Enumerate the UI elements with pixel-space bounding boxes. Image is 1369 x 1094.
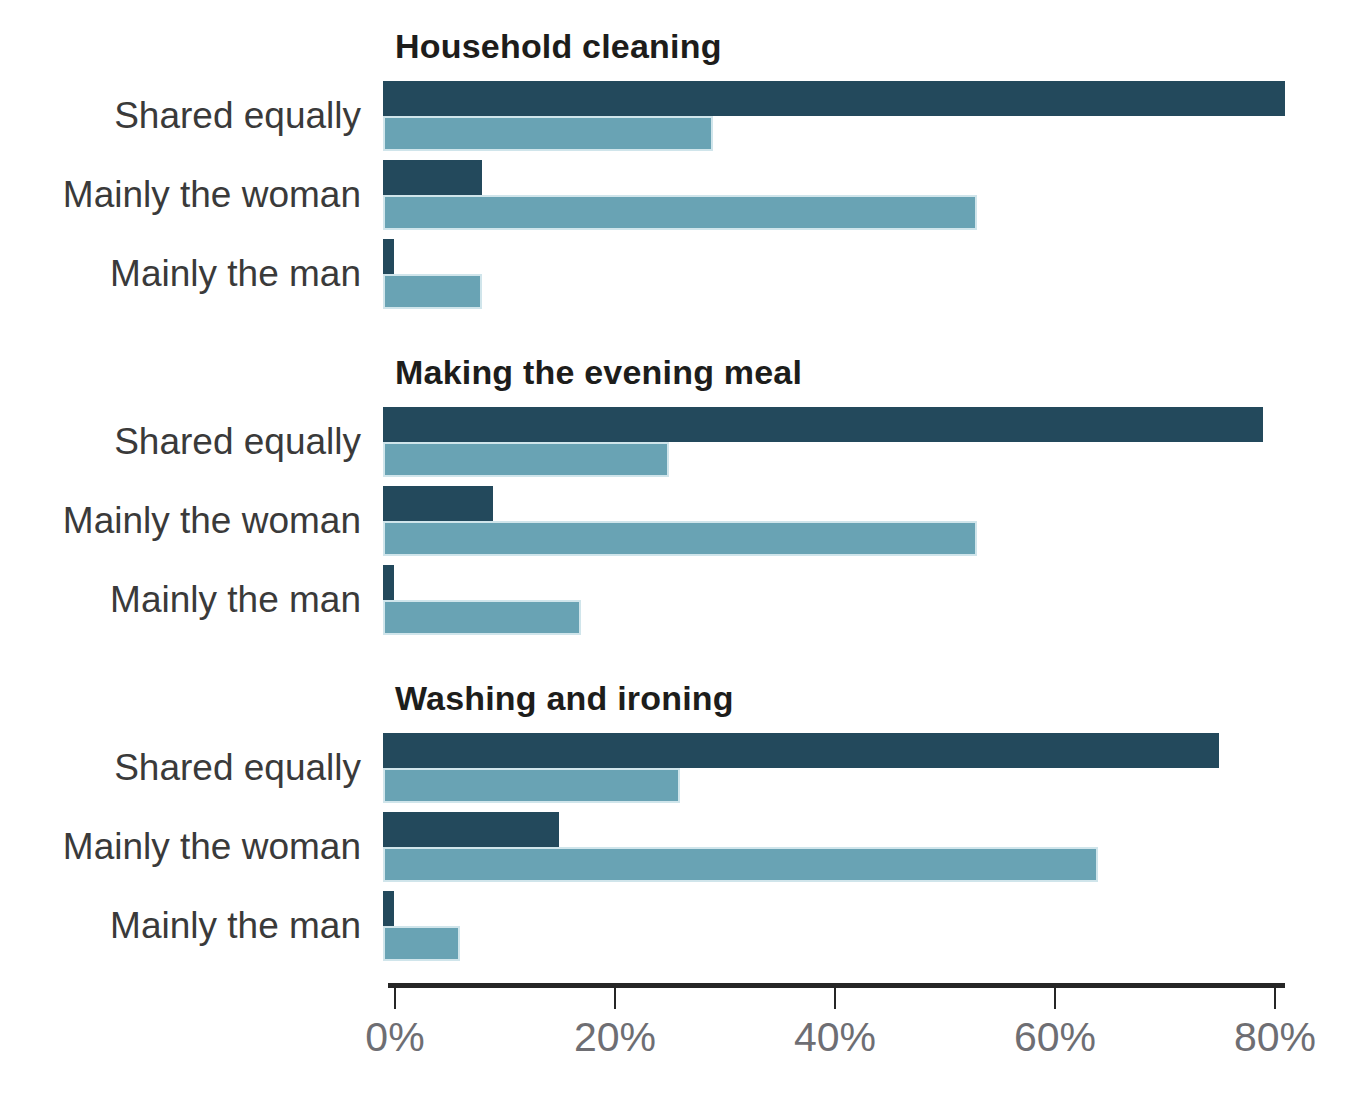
- bar-dark-series: [383, 565, 394, 600]
- chart-section: Making the evening meal Shared equally Mai…: [0, 352, 1369, 635]
- chart-sections: Household cleaning Shared equally Mainly t…: [0, 26, 1369, 961]
- x-axis-tick-label: 60%: [1014, 1014, 1096, 1061]
- chart-section: Washing and ironing Shared equally Mainly …: [0, 678, 1369, 961]
- x-axis-tick-label: 20%: [574, 1014, 656, 1061]
- chart-section: Household cleaning Shared equally Mainly t…: [0, 26, 1369, 309]
- bar-dark-series: [383, 160, 482, 195]
- category-row: Mainly the man: [0, 565, 1369, 635]
- x-axis-tick: [614, 988, 616, 1009]
- bar-light-series: [383, 274, 482, 309]
- bar-dark-series: [383, 733, 1219, 768]
- bar-dark-series: [383, 486, 493, 521]
- x-axis-tick-label: 40%: [794, 1014, 876, 1061]
- category-label: Shared equally: [0, 81, 383, 151]
- x-axis: 0%20%40%60%80%: [395, 970, 1369, 1080]
- category-row: Mainly the woman: [0, 160, 1369, 230]
- category-row: Shared equally: [0, 733, 1369, 803]
- bar-pair: [383, 891, 460, 961]
- bar-light-series: [383, 442, 669, 477]
- bar-pair: [383, 160, 977, 230]
- bar-light-series: [383, 521, 977, 556]
- x-axis-tick-label: 80%: [1234, 1014, 1316, 1061]
- category-label: Shared equally: [0, 407, 383, 477]
- category-row: Mainly the woman: [0, 486, 1369, 556]
- category-row: Mainly the man: [0, 239, 1369, 309]
- x-axis-tick-label: 0%: [365, 1014, 424, 1061]
- bar-dark-series: [383, 812, 559, 847]
- bar-pair: [383, 407, 1263, 477]
- bar-pair: [383, 733, 1219, 803]
- section-title: Making the evening meal: [395, 352, 1369, 392]
- grouped-bar-chart: Household cleaning Shared equally Mainly t…: [0, 0, 1369, 1094]
- bar-light-series: [383, 116, 713, 151]
- category-label: Mainly the woman: [0, 812, 383, 882]
- category-label: Mainly the woman: [0, 160, 383, 230]
- x-axis-tick: [834, 988, 836, 1009]
- category-row: Shared equally: [0, 407, 1369, 477]
- category-label: Mainly the woman: [0, 486, 383, 556]
- category-label: Mainly the man: [0, 565, 383, 635]
- x-axis-tick: [394, 988, 396, 1009]
- x-axis-line: [388, 983, 1285, 988]
- category-label: Shared equally: [0, 733, 383, 803]
- bar-pair: [383, 565, 581, 635]
- bar-light-series: [383, 600, 581, 635]
- bar-pair: [383, 812, 1098, 882]
- bar-light-series: [383, 847, 1098, 882]
- bar-dark-series: [383, 407, 1263, 442]
- bar-dark-series: [383, 891, 394, 926]
- category-row: Mainly the woman: [0, 812, 1369, 882]
- bar-light-series: [383, 768, 680, 803]
- bar-pair: [383, 81, 1285, 151]
- bar-pair: [383, 486, 977, 556]
- category-label: Mainly the man: [0, 891, 383, 961]
- section-title: Household cleaning: [395, 26, 1369, 66]
- category-row: Shared equally: [0, 81, 1369, 151]
- x-axis-tick: [1054, 988, 1056, 1009]
- section-title: Washing and ironing: [395, 678, 1369, 718]
- bar-pair: [383, 239, 482, 309]
- bar-light-series: [383, 926, 460, 961]
- bar-light-series: [383, 195, 977, 230]
- bar-dark-series: [383, 81, 1285, 116]
- category-label: Mainly the man: [0, 239, 383, 309]
- x-axis-tick: [1274, 988, 1276, 1009]
- bar-dark-series: [383, 239, 394, 274]
- category-row: Mainly the man: [0, 891, 1369, 961]
